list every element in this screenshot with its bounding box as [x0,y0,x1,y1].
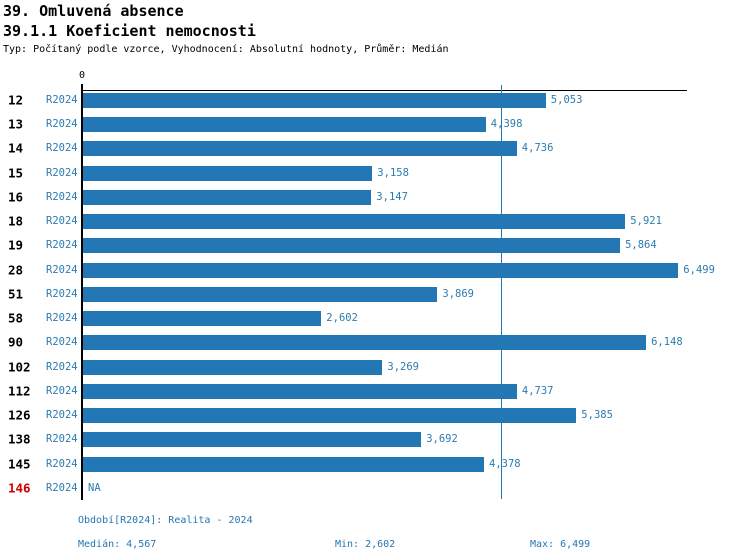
chart-row: 14 R2024 4,736 [0,136,750,160]
chart-row: 138 R2024 3,692 [0,427,750,451]
bar [83,213,626,229]
row-category-label: 18 [8,213,24,229]
row-series-label: R2024 [46,94,78,106]
row-category-label: 112 [8,383,31,399]
chart-row: 58 R2024 2,602 [0,306,750,330]
bar-value-label: 4,378 [489,458,521,470]
bar [83,334,647,350]
row-category-label: 19 [8,237,24,253]
row-series-label: R2024 [46,433,78,445]
bar-value-label: 5,385 [581,409,613,421]
bar-value-label: 6,148 [651,336,683,348]
x-axis-top-line [82,90,687,91]
row-category-label: 14 [8,140,24,156]
row-category-label: 102 [8,359,31,375]
bar [83,116,486,132]
row-category-label: 13 [8,116,24,132]
bar-value-label: 4,736 [521,142,554,154]
footer-min-stat: Min: 2,602 [335,539,396,550]
bar-value-label: 3,869 [442,288,474,300]
chart-subtitle: 39.1.1 Koeficient nemocnosti [3,22,256,40]
x-axis-zero-tick-label: 0 [78,70,86,81]
bar [83,92,546,108]
row-category-label: 145 [8,456,31,472]
bar [83,431,422,447]
chart-row: 102 R2024 3,269 [0,355,750,379]
row-category-label: 126 [8,407,31,423]
chart-row: 90 R2024 6,148 [0,330,750,354]
row-series-label: R2024 [46,458,78,470]
chart-row: 12 R2024 5,053 [0,88,750,112]
bar-value-label: NA [88,482,101,494]
row-category-label: 16 [8,189,24,205]
bar [83,165,373,181]
bar-value-label: 3,158 [377,167,409,179]
row-category-label: 58 [8,310,24,326]
row-series-label: R2024 [46,385,78,397]
row-series-label: R2024 [46,409,78,421]
bar-value-label: 3,269 [387,361,419,373]
footer-median-stat: Medián: 4,567 [78,539,157,550]
bar [83,359,383,375]
bar [83,237,621,253]
row-series-label: R2024 [46,239,78,251]
chart-row: 51 R2024 3,869 [0,282,750,306]
footer-period-label: Období[R2024]: Realita - 2024 [78,515,253,526]
chart-row: 13 R2024 4,398 [0,112,750,136]
row-series-label: R2024 [46,191,78,203]
chart-row: 126 R2024 5,385 [0,403,750,427]
row-series-label: R2024 [46,336,78,348]
bar-value-label: 4,737 [521,385,554,397]
row-category-label: 146 [8,480,31,496]
row-series-label: R2024 [46,312,78,324]
row-series-label: R2024 [46,264,78,276]
bar-value-label: 5,864 [625,239,657,251]
row-category-label: 90 [8,334,24,350]
chart-row: 16 R2024 3,147 [0,185,750,209]
bar-value-label: 3,692 [426,433,458,445]
chart-row: 15 R2024 3,158 [0,161,750,185]
row-series-label: R2024 [46,361,78,373]
bar [83,310,322,326]
chart-row: 112 R2024 4,737 [0,379,750,403]
row-category-label: 51 [8,286,24,302]
row-series-label: R2024 [46,288,78,300]
bar-value-label: 6,499 [683,264,715,276]
bar [83,456,484,472]
bar-value-label: 2,602 [326,312,358,324]
footer-max-stat: Max: 6,499 [530,539,591,550]
bar [83,286,438,302]
bar-value-label: 5,053 [550,94,583,106]
chart-row: 19 R2024 5,864 [0,233,750,257]
row-category-label: 138 [8,431,31,447]
bar [83,407,577,423]
chart-row: 18 R2024 5,921 [0,209,750,233]
row-category-label: 28 [8,262,24,278]
row-category-label: 15 [8,165,24,181]
bar [83,383,517,399]
chart-row: 145 R2024 4,378 [0,452,750,476]
bar-value-label: 3,147 [376,191,408,203]
row-series-label: R2024 [46,482,78,494]
bar [83,262,679,278]
page-title: 39. Omluvená absence [3,2,184,20]
row-series-label: R2024 [46,167,78,179]
row-series-label: R2024 [46,215,78,227]
chart-meta-line: Typ: Počítaný podle vzorce, Vyhodnocení:… [3,44,449,55]
y-axis-line [81,84,83,500]
bar [83,140,517,156]
row-category-label: 12 [8,92,24,108]
bar-value-label: 5,921 [630,215,662,227]
median-reference-line [501,85,502,499]
bar [83,189,372,205]
chart-row: 28 R2024 6,499 [0,258,750,282]
row-series-label: R2024 [46,118,78,130]
chart-row: 146 R2024 NA [0,476,750,500]
row-series-label: R2024 [46,142,78,154]
bar-value-label: 4,398 [490,118,523,130]
